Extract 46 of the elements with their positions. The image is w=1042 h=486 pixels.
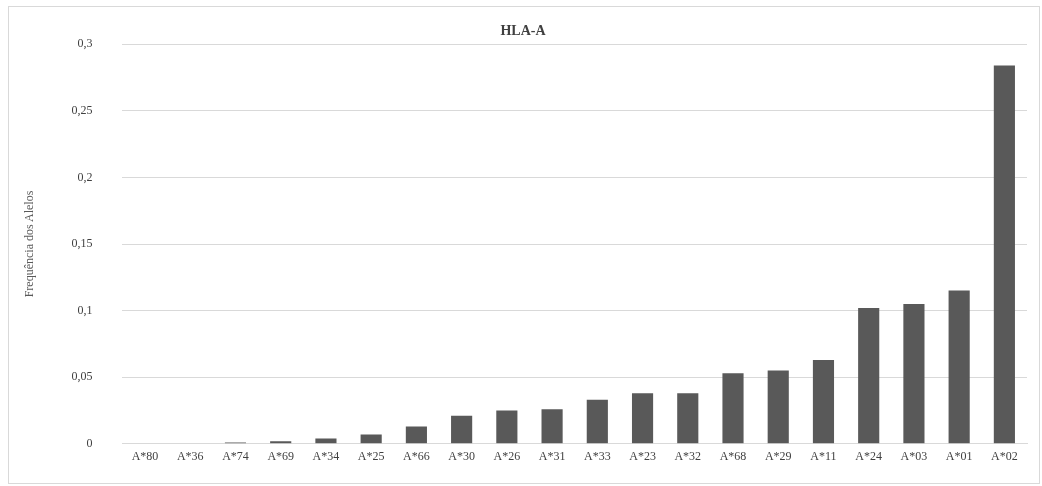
y-tick-label: 0,15: [71, 236, 93, 251]
x-tick-label: A*68: [719, 449, 747, 464]
bar: [631, 393, 654, 444]
bar: [677, 393, 699, 444]
y-tick-label: 0: [86, 435, 93, 450]
y-tick-label: 0,05: [71, 369, 93, 384]
x-tick-label: A*11: [810, 449, 837, 464]
bar: [993, 65, 1015, 444]
bar: [360, 434, 382, 444]
x-tick-label: A*31: [538, 449, 566, 464]
y-tick-label: 0,3: [77, 36, 93, 51]
x-tick-label: A*66: [403, 449, 430, 464]
bar: [767, 370, 789, 444]
bar: [812, 359, 835, 444]
x-tick-label: A*32: [674, 449, 702, 464]
y-axis-title: Frequência dos Alelos: [22, 190, 37, 298]
bar: [405, 426, 427, 444]
x-tick-label: A*26: [493, 449, 521, 464]
y-tick-label: 0,1: [77, 302, 93, 317]
bar: [451, 415, 473, 444]
bar: [858, 307, 880, 444]
x-tick-label: A*30: [448, 449, 475, 464]
x-tick-label: A*33: [583, 449, 611, 464]
bar: [496, 410, 518, 444]
x-tick-label: A*03: [900, 449, 928, 464]
chart-title: HLA-A: [500, 23, 547, 39]
y-tick-label: 0,25: [71, 102, 93, 117]
y-tick-label: 0,2: [77, 169, 93, 184]
x-tick-label: A*69: [267, 449, 295, 464]
x-tick-label: A*25: [357, 449, 385, 464]
x-tick-label: A*29: [764, 449, 792, 464]
bar: [541, 409, 563, 444]
x-tick-label: A*24: [855, 449, 883, 464]
bar: [315, 438, 337, 444]
bar: [948, 290, 970, 444]
x-tick-label: A*36: [176, 449, 204, 464]
bar: [903, 303, 925, 444]
x-tick-label: A*23: [629, 449, 656, 464]
bar: [270, 441, 292, 444]
x-tick-label: A*02: [991, 449, 1018, 464]
x-tick-label: A*74: [222, 449, 249, 464]
bar: [586, 399, 608, 444]
x-tick-label: A*01: [945, 449, 973, 464]
bar: [722, 373, 744, 444]
x-tick-label: A*80: [131, 449, 159, 464]
x-tick-label: A*34: [312, 449, 340, 464]
